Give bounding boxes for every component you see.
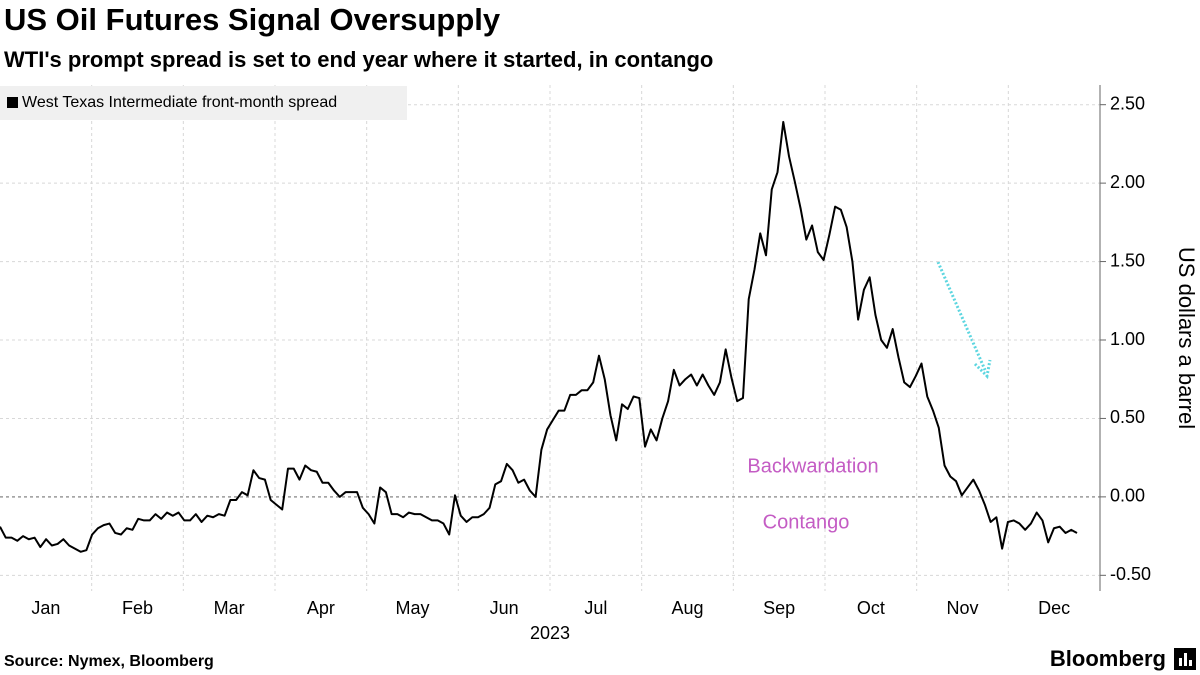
x-tick-label: Mar: [214, 598, 245, 618]
y-axis-label: US dollars a barrel: [1174, 247, 1199, 429]
x-tick-label: Dec: [1038, 598, 1070, 618]
x-tick-label: Oct: [857, 598, 885, 618]
x-tick-label: Sep: [763, 598, 795, 618]
x-tick-label: Jan: [31, 598, 60, 618]
y-tick-label: -0.50: [1110, 564, 1151, 584]
brand: Bloomberg: [1050, 646, 1166, 671]
y-tick-label: 0.00: [1110, 486, 1145, 506]
x-tick-label: May: [395, 598, 429, 618]
brand-icon: [1174, 648, 1196, 670]
trend-arrow: [936, 261, 992, 380]
chart-subtitle: WTI's prompt spread is set to end year w…: [4, 47, 713, 72]
source: Source: Nymex, Bloomberg: [4, 653, 214, 670]
x-tick-label: Apr: [307, 598, 335, 618]
x-tick-label: Aug: [671, 598, 703, 618]
legend: West Texas Intermediate front-month spre…: [0, 86, 407, 120]
legend-label: West Texas Intermediate front-month spre…: [22, 94, 337, 111]
annotation: Contango: [763, 511, 850, 533]
annotation: Backwardation: [747, 455, 878, 477]
x-tick-label: Jun: [490, 598, 519, 618]
legend-box: [0, 86, 407, 120]
legend-swatch: [7, 97, 18, 108]
data-line: [0, 120, 1078, 553]
x-tick-label: Jul: [584, 598, 607, 618]
y-tick-label: 2.50: [1110, 93, 1145, 113]
y-tick-label: 2.00: [1110, 172, 1145, 192]
year-label: 2023: [530, 623, 570, 643]
y-tick-label: 1.00: [1110, 329, 1145, 349]
y-tick-label: 1.50: [1110, 250, 1145, 270]
x-tick-label: Nov: [946, 598, 978, 618]
y-tick-label: 0.50: [1110, 407, 1145, 427]
chart-title: US Oil Futures Signal Oversupply: [4, 2, 501, 37]
x-tick-label: Feb: [122, 598, 153, 618]
